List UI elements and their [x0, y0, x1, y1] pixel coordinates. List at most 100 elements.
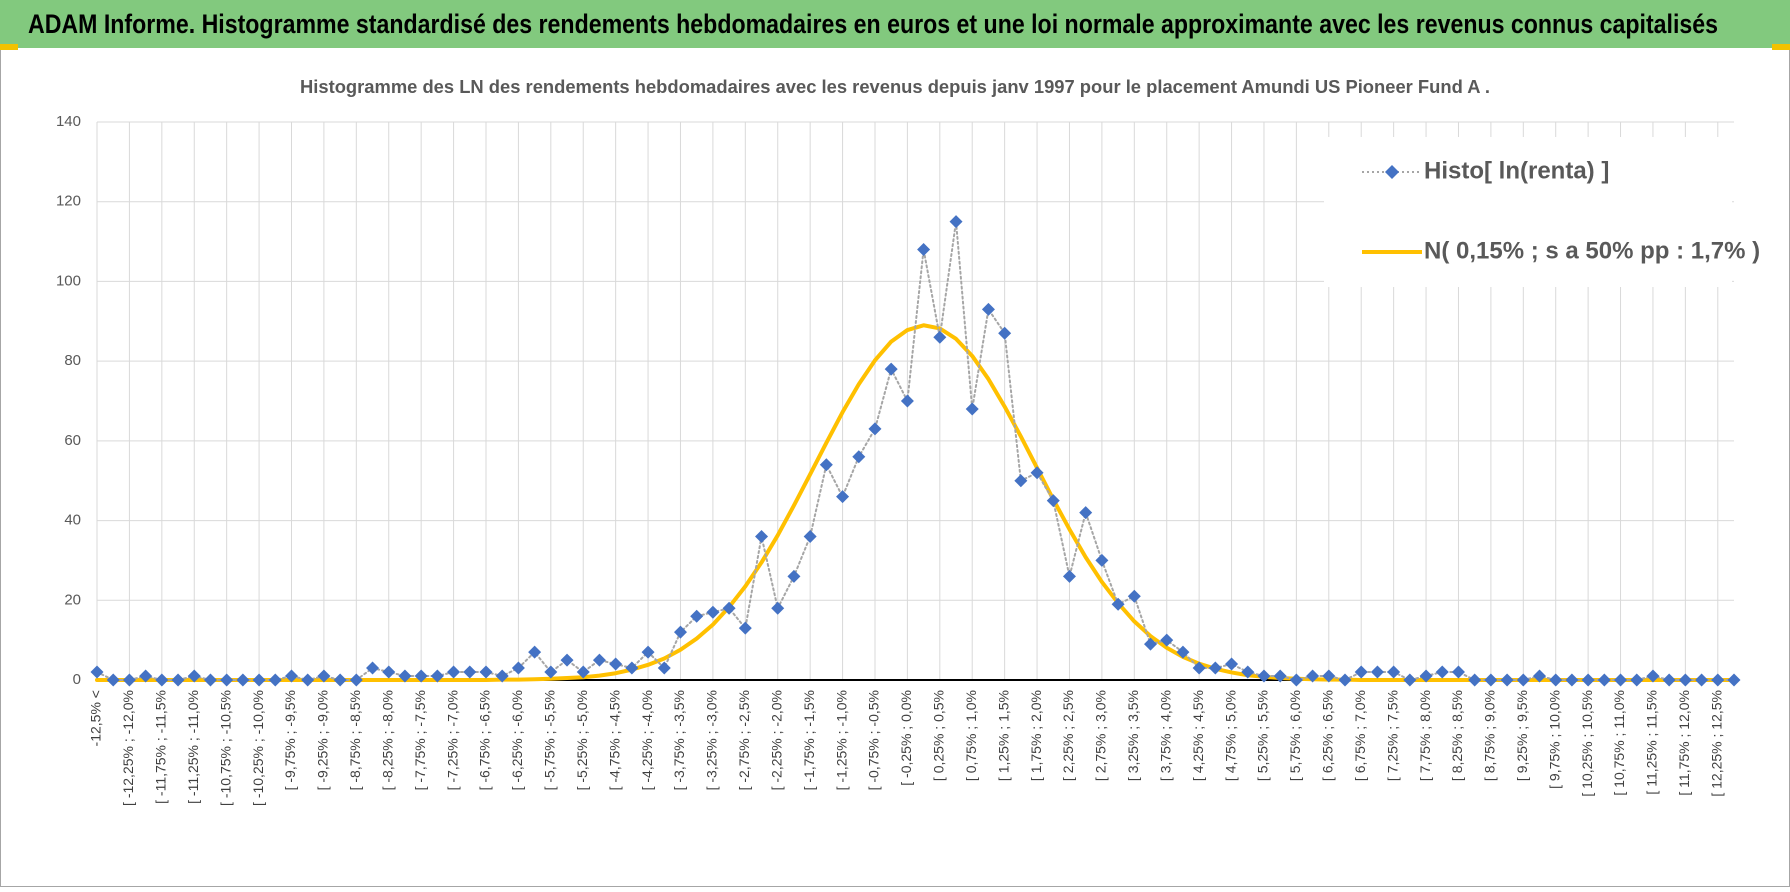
x-tick-label: [ -5,25% ; -5,0%: [574, 690, 590, 790]
data-point: [1695, 673, 1709, 687]
data-point: [511, 661, 525, 675]
data-point: [560, 653, 574, 667]
x-tick-label: [ -4,75% ; -4,5%: [606, 690, 622, 790]
y-tick-label: 80: [64, 352, 81, 369]
corner-accent: [1772, 44, 1790, 50]
data-point: [1095, 553, 1109, 567]
y-tick-label: 140: [56, 113, 81, 130]
data-point: [998, 326, 1012, 340]
data-point: [349, 673, 363, 687]
data-point: [1435, 665, 1449, 679]
x-tick-label: [ -0,75% ; -0,5%: [866, 690, 882, 790]
data-point: [1208, 661, 1222, 675]
chart-title: Histogramme des LN des rendements hebdom…: [300, 77, 1490, 97]
x-tick-label: [ -6,25% ; -6,0%: [509, 690, 525, 790]
data-point: [868, 422, 882, 436]
data-point: [852, 450, 866, 464]
data-point: [544, 665, 558, 679]
data-point: [657, 661, 671, 675]
data-point: [609, 657, 623, 671]
x-tick-label: [ 8,25% ; 8,5%: [1449, 690, 1465, 781]
x-tick-label: [ 2,75% ; 3,0%: [1093, 690, 1109, 781]
data-point: [1354, 665, 1368, 679]
data-point: [1241, 665, 1255, 679]
x-tick-label: [ -3,25% ; -3,0%: [704, 690, 720, 790]
data-point: [836, 490, 850, 504]
data-point: [1727, 673, 1741, 687]
x-tick-label: [ -2,75% ; -2,5%: [736, 690, 752, 790]
data-point: [1678, 673, 1692, 687]
data-point: [771, 601, 785, 615]
data-point: [1144, 637, 1158, 651]
data-point: [965, 402, 979, 416]
x-tick-label: [ 1,75% ; 2,0%: [1028, 690, 1044, 781]
data-point: [1403, 673, 1417, 687]
data-point: [495, 669, 509, 683]
x-tick-label: [ 5,75% ; 6,0%: [1287, 690, 1303, 781]
data-point: [576, 665, 590, 679]
x-tick-label: [ 9,25% ; 9,5%: [1514, 690, 1530, 781]
data-point: [366, 661, 380, 675]
data-point: [333, 673, 347, 687]
x-tick-label: [ 2,25% ; 2,5%: [1060, 690, 1076, 781]
x-tick-label: [ 3,25% ; 3,5%: [1125, 690, 1141, 781]
data-point: [1516, 673, 1530, 687]
data-point: [528, 645, 542, 659]
data-point: [706, 605, 720, 619]
x-tick-label: [ 4,25% ; 4,5%: [1190, 690, 1206, 781]
data-point: [220, 673, 234, 687]
data-point: [1225, 657, 1239, 671]
x-tick-label: [ -10,75% ; -10,5%: [217, 690, 233, 806]
data-point: [1192, 661, 1206, 675]
data-point: [1614, 673, 1628, 687]
data-point: [738, 621, 752, 635]
data-point: [187, 669, 201, 683]
data-point: [803, 530, 817, 544]
x-tick-label: [ 0,75% ; 1,0%: [963, 690, 979, 781]
data-point: [1046, 494, 1060, 508]
y-tick-label: 120: [56, 193, 81, 210]
data-point: [1127, 589, 1141, 603]
data-point: [203, 673, 217, 687]
data-point: [884, 362, 898, 376]
data-point: [382, 665, 396, 679]
data-point: [1289, 673, 1303, 687]
legend-box: [1324, 137, 1732, 287]
x-tick-label: [ -1,75% ; -1,5%: [801, 690, 817, 790]
data-point: [1387, 665, 1401, 679]
data-point: [301, 673, 315, 687]
x-tick-label: [ -9,25% ; -9,0%: [315, 690, 331, 790]
y-tick-label: 0: [73, 671, 81, 688]
x-tick-label: [ 12,25% ; 12,5%: [1708, 690, 1724, 797]
data-point: [1338, 673, 1352, 687]
corner-accent: [0, 44, 18, 50]
plot-area: 0 20 40 60 80 100 120 140 -12,5% < [ -12,25% ; -1…: [56, 113, 1760, 806]
data-point: [1646, 669, 1660, 683]
x-tick-label: [ -2,25% ; -2,0%: [768, 690, 784, 790]
data-point: [1484, 673, 1498, 687]
x-tick-label: [ 1,25% ; 1,5%: [995, 690, 1011, 781]
data-point: [139, 669, 153, 683]
data-point: [592, 653, 606, 667]
data-point: [900, 394, 914, 408]
data-point: [90, 665, 104, 679]
data-point: [1581, 673, 1595, 687]
data-point: [1565, 673, 1579, 687]
x-tick-label: [ -10,25% ; -10,0%: [250, 690, 266, 806]
data-point: [268, 673, 282, 687]
x-tick-label: [ -8,25% ; -8,0%: [379, 690, 395, 790]
x-tick-label: [ -5,75% ; -5,5%: [542, 690, 558, 790]
data-point: [1419, 669, 1433, 683]
x-tick-label: [ -4,25% ; -4,0%: [639, 690, 655, 790]
data-point: [1079, 506, 1093, 520]
x-tick-label: [ -8,75% ; -8,5%: [347, 690, 363, 790]
data-point: [171, 673, 185, 687]
data-point: [933, 330, 947, 344]
data-point: [722, 601, 736, 615]
x-tick-label: [ -7,25% ; -7,0%: [444, 690, 460, 790]
data-point: [981, 302, 995, 316]
data-point: [819, 458, 833, 472]
data-point: [414, 669, 428, 683]
data-point: [1500, 673, 1514, 687]
